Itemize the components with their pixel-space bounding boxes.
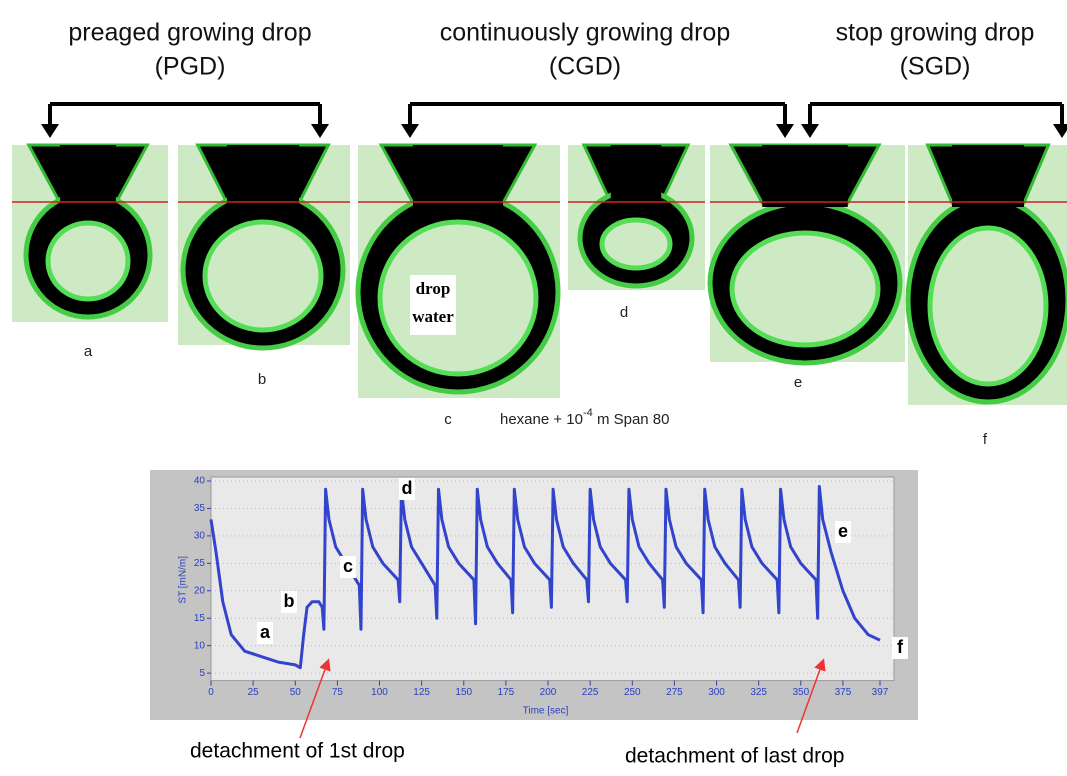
drop-label: c [444, 411, 452, 428]
needle-core [610, 145, 662, 207]
x-tick-label: 75 [332, 687, 344, 698]
needle-core [413, 145, 503, 207]
x-tick-label: 50 [290, 687, 302, 698]
x-tick-label: 275 [666, 687, 683, 698]
drop-inner [599, 217, 673, 271]
drop-inner [377, 219, 539, 377]
annotation: detachment of 1st drop [190, 740, 405, 763]
x-tick-label: 250 [624, 687, 641, 698]
annotation: d [402, 478, 413, 498]
drop-image [905, 143, 1067, 405]
y-axis-label: ST [mN/m] [178, 556, 189, 604]
bracket-arrowheads [41, 124, 1067, 138]
annotation: c [343, 556, 353, 576]
needle-core [952, 145, 1024, 207]
drop-label: d [620, 304, 628, 321]
drop-label: b [258, 371, 266, 388]
header-subtitle: (SGD) [900, 53, 971, 81]
caption-text: hexane + 10 [500, 411, 583, 428]
x-tick-label: 325 [750, 687, 767, 698]
drop-label: e [794, 374, 802, 391]
annotation-box [399, 478, 415, 500]
x-tick-label: 25 [248, 687, 260, 698]
x-tick-label: 200 [540, 687, 557, 698]
drop-image [568, 143, 705, 290]
x-tick-label: 0 [208, 687, 214, 698]
header-title: stop growing drop [836, 19, 1035, 47]
y-tick-label: 25 [194, 558, 206, 569]
y-tick-label: 20 [194, 585, 206, 596]
annotation-box [257, 622, 273, 644]
needle-core [60, 145, 116, 207]
annotation: detachment of last drop [625, 745, 844, 768]
x-tick-label: 175 [498, 687, 515, 698]
drop-label: f [983, 431, 988, 448]
drop-inner [927, 225, 1049, 387]
caption: hexane + 10-4 m Span 80 [500, 407, 670, 428]
annotation-box [835, 521, 851, 543]
x-tick-label: 125 [413, 687, 430, 698]
caption-superscript: -4 [583, 407, 593, 419]
x-tick-label: 225 [582, 687, 599, 698]
drop-inner [45, 220, 131, 302]
drop-label: a [84, 343, 93, 360]
needle-core [762, 145, 848, 207]
y-tick-label: 40 [194, 476, 206, 487]
drop-image [707, 143, 905, 366]
drop-image [178, 143, 350, 351]
annotation-box [281, 591, 297, 613]
x-tick-label: 300 [708, 687, 725, 698]
header-title: continuously growing drop [440, 19, 730, 47]
x-axis-label: Time [sec] [523, 706, 569, 717]
annotation: a [260, 622, 271, 642]
x-tick-label: 100 [371, 687, 388, 698]
drop-image [12, 143, 168, 322]
drop-inner [729, 230, 881, 348]
needle-core [227, 145, 299, 207]
drop-image [355, 143, 561, 398]
annotation-box [892, 637, 908, 659]
y-tick-label: 10 [194, 640, 206, 651]
y-tick-label: 5 [199, 668, 205, 679]
arrow [796, 658, 826, 734]
drop-text-box [410, 275, 456, 335]
annotation: b [284, 591, 295, 611]
drop-text: drop [416, 279, 451, 298]
arrow [299, 658, 331, 739]
y-tick-label: 30 [194, 531, 206, 542]
annotation: f [897, 637, 904, 657]
header-subtitle: (PGD) [155, 53, 226, 81]
annotation-box [340, 556, 356, 578]
x-tick-label: 397 [872, 687, 889, 698]
x-tick-label: 375 [835, 687, 852, 698]
header-subtitle: (CGD) [549, 53, 621, 81]
y-tick-label: 15 [194, 613, 206, 624]
drop-inner [202, 219, 324, 333]
annotation: e [838, 521, 848, 541]
header-title: preaged growing drop [68, 19, 311, 47]
x-tick-label: 350 [792, 687, 809, 698]
caption-text: m Span 80 [593, 411, 670, 428]
drop-text: water [412, 307, 454, 326]
brackets [48, 102, 1064, 128]
y-tick-label: 35 [194, 503, 206, 514]
data-line [209, 484, 881, 670]
x-tick-label: 150 [455, 687, 472, 698]
